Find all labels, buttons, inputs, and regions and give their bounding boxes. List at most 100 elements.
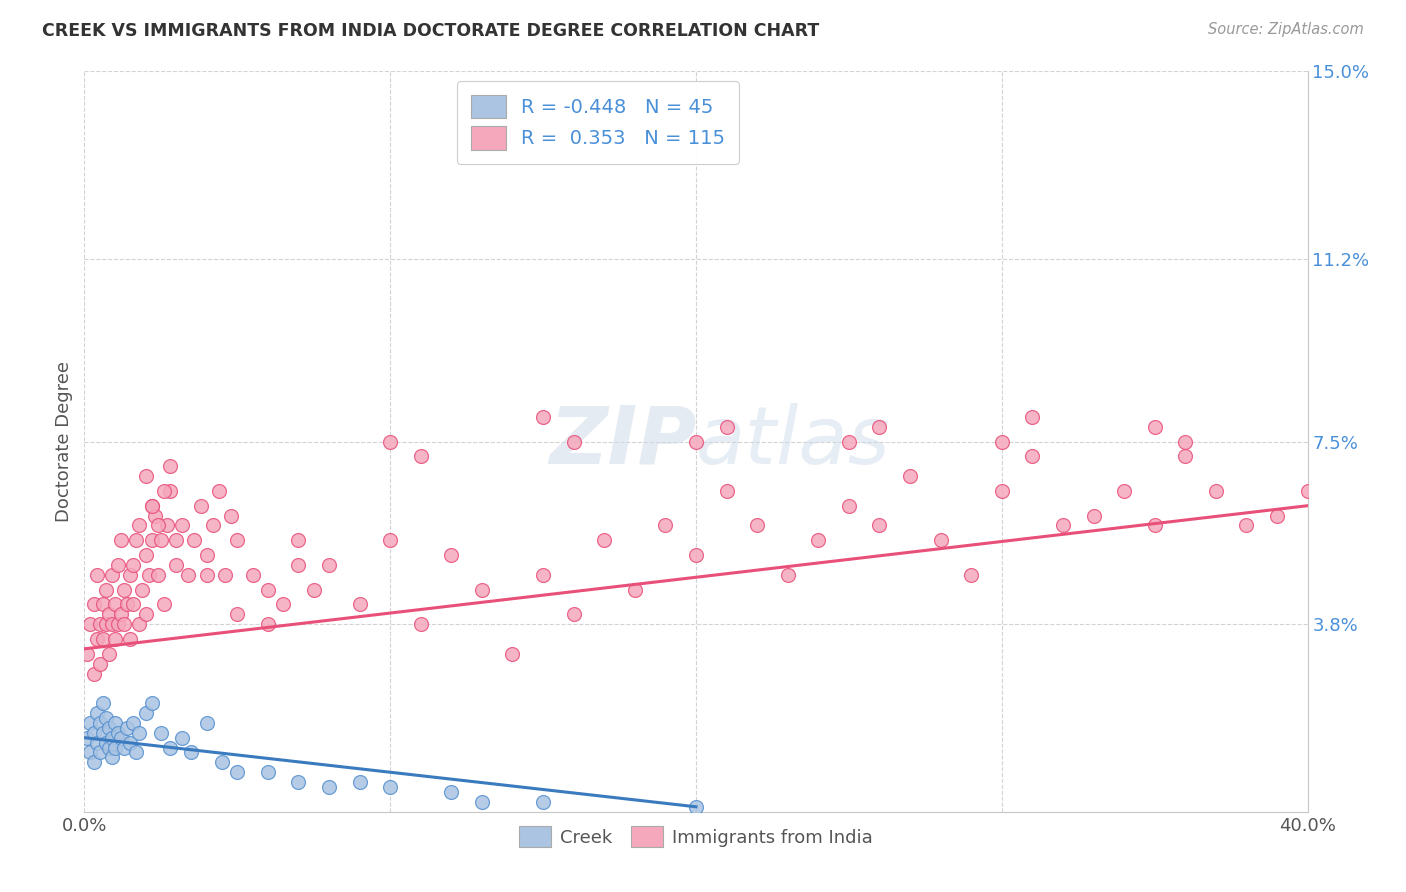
Point bbox=[122, 598, 145, 612]
Point bbox=[716, 483, 738, 498]
Point bbox=[219, 508, 242, 523]
Point bbox=[380, 533, 402, 548]
Point bbox=[101, 750, 124, 764]
Legend: Creek, Immigrants from India: Creek, Immigrants from India bbox=[512, 819, 880, 855]
Point bbox=[143, 508, 166, 523]
Point bbox=[97, 740, 120, 755]
Point bbox=[685, 548, 707, 562]
Point bbox=[89, 715, 111, 730]
Point bbox=[287, 558, 309, 572]
Point bbox=[153, 598, 176, 612]
Point bbox=[146, 567, 169, 582]
Point bbox=[91, 632, 114, 646]
Point bbox=[79, 715, 101, 730]
Y-axis label: Doctorate Degree: Doctorate Degree bbox=[55, 361, 73, 522]
Point bbox=[195, 567, 218, 582]
Point bbox=[135, 607, 157, 622]
Point bbox=[149, 725, 172, 739]
Point bbox=[624, 582, 647, 597]
Point bbox=[104, 598, 127, 612]
Point bbox=[1021, 450, 1043, 464]
Point bbox=[141, 533, 163, 548]
Point bbox=[318, 780, 340, 794]
Point bbox=[869, 518, 891, 533]
Point bbox=[172, 731, 194, 745]
Point bbox=[79, 617, 101, 632]
Point bbox=[112, 740, 135, 755]
Point bbox=[76, 731, 98, 745]
Point bbox=[440, 785, 463, 799]
Point bbox=[91, 598, 114, 612]
Point bbox=[776, 567, 799, 582]
Point bbox=[128, 518, 150, 533]
Point bbox=[165, 533, 187, 548]
Point bbox=[201, 518, 224, 533]
Point bbox=[1021, 409, 1043, 424]
Point bbox=[1296, 483, 1319, 498]
Point bbox=[190, 499, 212, 513]
Point bbox=[141, 499, 163, 513]
Point bbox=[110, 731, 132, 745]
Point bbox=[135, 548, 157, 562]
Point bbox=[89, 746, 111, 760]
Point bbox=[1174, 450, 1197, 464]
Point bbox=[110, 533, 132, 548]
Point bbox=[409, 450, 432, 464]
Point bbox=[929, 533, 952, 548]
Point bbox=[1265, 508, 1288, 523]
Point bbox=[122, 715, 145, 730]
Point bbox=[685, 434, 707, 449]
Point bbox=[502, 647, 524, 661]
Point bbox=[226, 533, 249, 548]
Point bbox=[101, 567, 124, 582]
Point bbox=[91, 725, 114, 739]
Point bbox=[531, 567, 554, 582]
Point bbox=[110, 607, 132, 622]
Text: atlas: atlas bbox=[696, 402, 891, 481]
Point bbox=[135, 469, 157, 483]
Point bbox=[104, 740, 127, 755]
Point bbox=[807, 533, 830, 548]
Point bbox=[257, 582, 280, 597]
Point bbox=[531, 409, 554, 424]
Point bbox=[86, 567, 108, 582]
Point bbox=[76, 647, 98, 661]
Point bbox=[107, 725, 129, 739]
Point bbox=[107, 558, 129, 572]
Point bbox=[1236, 518, 1258, 533]
Point bbox=[91, 696, 114, 710]
Point bbox=[165, 558, 187, 572]
Point bbox=[349, 598, 371, 612]
Point bbox=[101, 731, 124, 745]
Point bbox=[654, 518, 676, 533]
Point bbox=[898, 469, 921, 483]
Point bbox=[89, 657, 111, 671]
Point bbox=[104, 715, 127, 730]
Point bbox=[94, 711, 117, 725]
Point bbox=[226, 765, 249, 780]
Point bbox=[86, 736, 108, 750]
Point bbox=[120, 567, 142, 582]
Point bbox=[97, 647, 120, 661]
Point bbox=[1205, 483, 1227, 498]
Point bbox=[195, 715, 218, 730]
Point bbox=[135, 706, 157, 720]
Point bbox=[177, 567, 200, 582]
Point bbox=[471, 582, 494, 597]
Point bbox=[128, 725, 150, 739]
Point bbox=[960, 567, 983, 582]
Point bbox=[120, 736, 142, 750]
Point bbox=[208, 483, 231, 498]
Point bbox=[380, 780, 402, 794]
Point bbox=[1174, 434, 1197, 449]
Point bbox=[83, 598, 105, 612]
Point bbox=[1143, 518, 1166, 533]
Point bbox=[287, 775, 309, 789]
Point bbox=[869, 419, 891, 434]
Point bbox=[159, 740, 181, 755]
Point bbox=[838, 499, 860, 513]
Point bbox=[716, 419, 738, 434]
Text: ZIP: ZIP bbox=[548, 402, 696, 481]
Point bbox=[112, 617, 135, 632]
Point bbox=[104, 632, 127, 646]
